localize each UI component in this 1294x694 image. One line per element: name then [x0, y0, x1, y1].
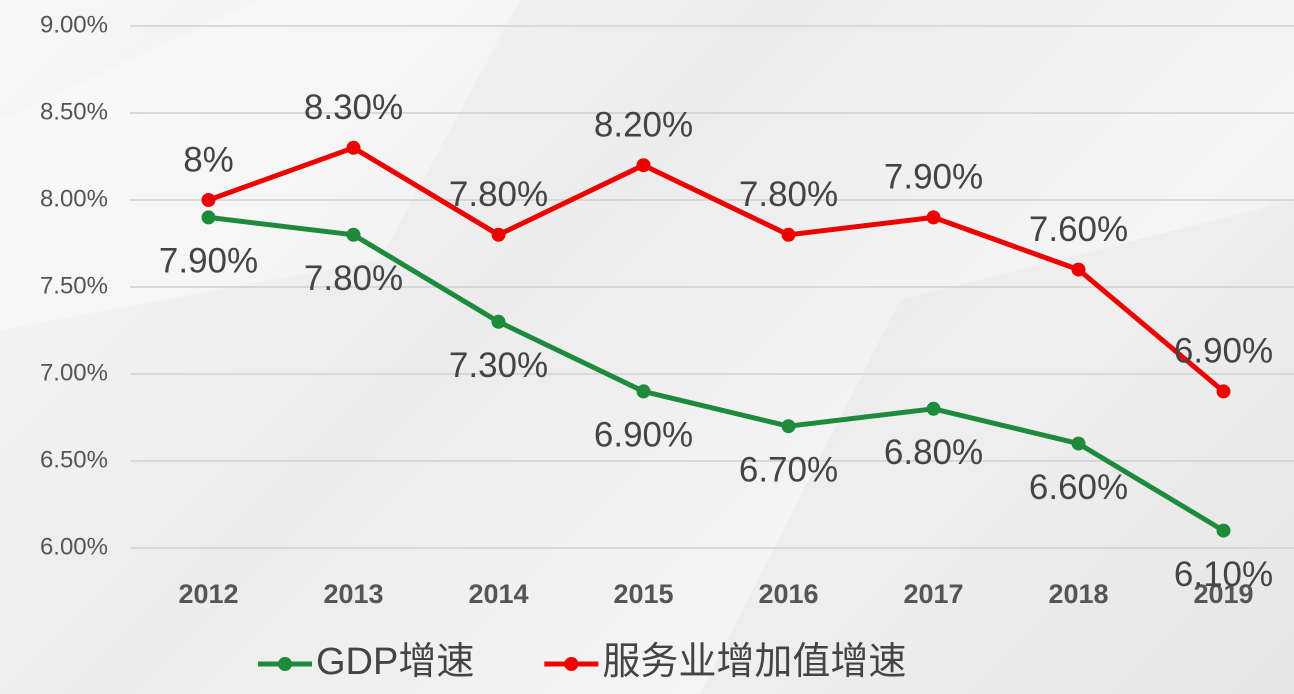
- data-point: [781, 227, 796, 242]
- data-point: [491, 314, 506, 329]
- data-point: [491, 227, 506, 242]
- x-tick-label: 2017: [903, 579, 963, 609]
- data-label: 7.60%: [1029, 210, 1128, 249]
- data-point: [1071, 262, 1086, 277]
- x-tick-label: 2015: [613, 579, 673, 609]
- legend-marker: [278, 657, 292, 671]
- x-tick-label: 2019: [1193, 579, 1253, 609]
- y-tick-label: 6.50%: [40, 446, 108, 473]
- data-label: 8.20%: [594, 105, 693, 144]
- data-label: 8%: [183, 140, 234, 179]
- data-label: 6.90%: [594, 416, 693, 455]
- background-shape: [700, 200, 1294, 694]
- data-point: [346, 140, 361, 155]
- background-shape: [0, 0, 520, 330]
- data-label: 6.60%: [1029, 468, 1128, 507]
- data-point: [1216, 384, 1231, 399]
- data-point: [1071, 436, 1086, 451]
- legend-label: 服务业增加值增速: [602, 641, 906, 683]
- y-tick-label: 8.50%: [40, 98, 108, 125]
- y-tick-label: 8.00%: [40, 185, 108, 212]
- data-label: 7.80%: [449, 175, 548, 214]
- data-label: 7.80%: [739, 175, 838, 214]
- y-tick-label: 7.50%: [40, 272, 108, 299]
- x-tick-label: 2012: [178, 579, 238, 609]
- series-line: [207, 145, 1226, 394]
- data-label: 8.30%: [304, 88, 403, 127]
- data-point: [926, 210, 941, 225]
- data-point: [201, 193, 216, 207]
- legend-marker: [564, 657, 579, 671]
- x-tick-label: 2018: [1048, 579, 1108, 609]
- data-point: [201, 210, 216, 225]
- data-point: [636, 384, 651, 399]
- data-point: [781, 419, 796, 434]
- data-point: [346, 227, 361, 242]
- data-label: 7.30%: [449, 346, 548, 385]
- data-label: 7.90%: [884, 158, 983, 197]
- data-point: [1216, 523, 1231, 538]
- data-label: 6.70%: [739, 450, 838, 489]
- data-label: 6.90%: [1174, 332, 1273, 371]
- data-point: [926, 401, 941, 416]
- x-tick-label: 2013: [323, 579, 383, 609]
- data-point: [636, 158, 651, 173]
- data-label: 6.10%: [1174, 555, 1273, 594]
- y-tick-label: 9.00%: [40, 11, 108, 38]
- data-label: 7.80%: [304, 259, 403, 298]
- data-label: 6.80%: [884, 433, 983, 472]
- x-tick-label: 2014: [468, 579, 528, 609]
- y-tick-label: 7.00%: [40, 359, 108, 386]
- legend-label: GDP增速: [316, 641, 474, 683]
- y-tick-label: 6.00%: [40, 533, 108, 560]
- data-label: 7.90%: [159, 242, 258, 281]
- series-line: [208, 214, 1225, 533]
- x-tick-label: 2016: [758, 579, 818, 609]
